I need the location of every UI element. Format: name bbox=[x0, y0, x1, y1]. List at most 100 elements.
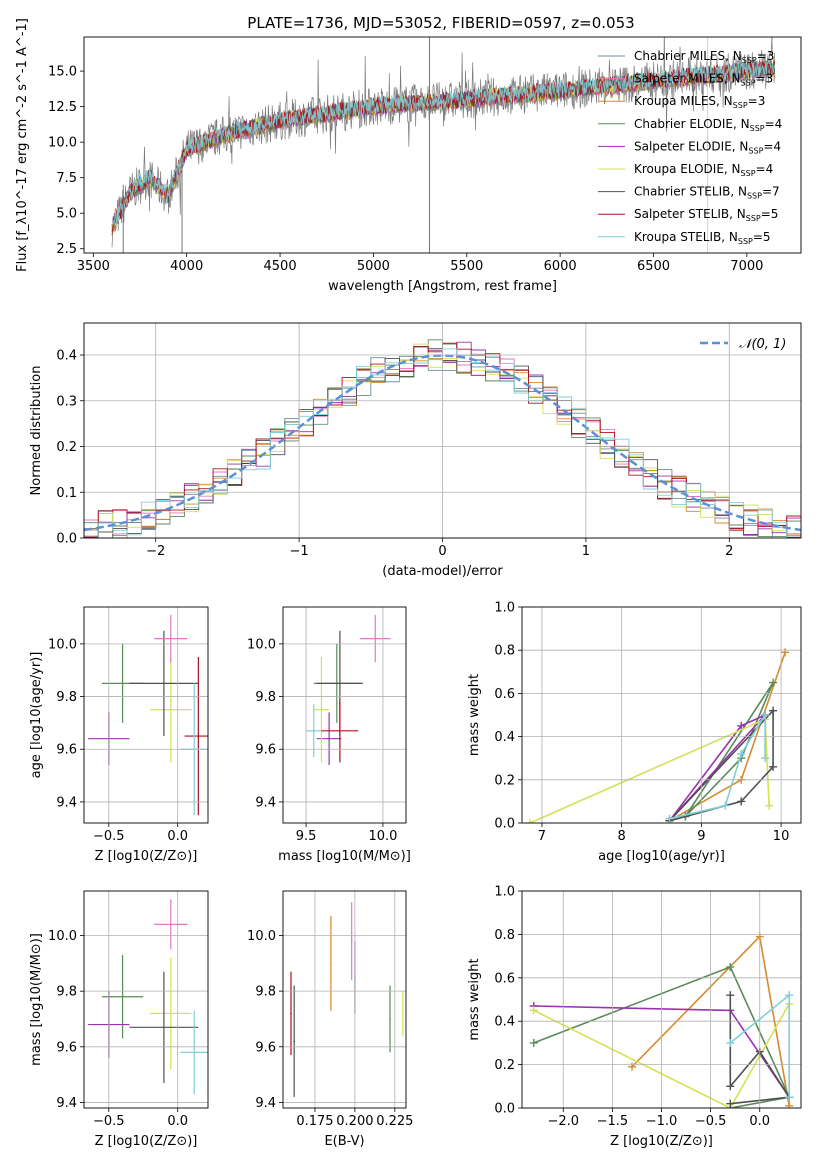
y-tick-label: 10.0 bbox=[48, 637, 77, 652]
y-tick-label: 9.6 bbox=[255, 1040, 276, 1055]
weight-marker bbox=[765, 801, 774, 810]
y-tick-label: 0.4 bbox=[494, 1015, 515, 1030]
plot-area-mass-vs-Z bbox=[88, 899, 208, 1095]
data-point bbox=[121, 995, 124, 998]
x-tick-label: 6000 bbox=[544, 259, 577, 274]
weight-marker bbox=[781, 648, 790, 657]
y-tick-label: 1.0 bbox=[494, 601, 515, 616]
data-point bbox=[350, 940, 353, 942]
weight-series-line bbox=[668, 714, 766, 822]
plot-area-age-vs-Z bbox=[88, 614, 208, 816]
weight-marker bbox=[628, 1062, 637, 1071]
y-tick-label: 10.0 bbox=[48, 929, 77, 944]
x-tick-label: 9.5 bbox=[296, 829, 317, 844]
y-axis-label: mass [log10(M/M⊙)] bbox=[29, 933, 44, 1066]
axes-frame bbox=[83, 36, 802, 254]
y-tick-label: 0.8 bbox=[494, 644, 515, 659]
panel-mass-vs-ebv: 0.175 0.200 0.225 9.4 9.6 9.8 10.0 E(B-V) bbox=[247, 890, 413, 1149]
y-tick-label: 0.6 bbox=[494, 971, 515, 986]
y-axis-label: Flux [f_λ10^-17 erg cm^-2 s^-1 A^-1] bbox=[15, 18, 30, 272]
weight-marker bbox=[665, 814, 674, 823]
x-tick-label: 4000 bbox=[170, 259, 203, 274]
plot-area-mass-vs-ebv bbox=[290, 902, 404, 1097]
weight-series-line bbox=[684, 682, 774, 818]
y-tick-label: 9.8 bbox=[56, 690, 77, 705]
data-point bbox=[170, 923, 172, 926]
legend-label: Salpeter ELODIE, NSSP=4 bbox=[634, 139, 781, 155]
weight-marker bbox=[726, 1038, 735, 1047]
legend-label: Kroupa STELIB, NSSP=5 bbox=[634, 230, 771, 246]
x-tick-label: 1 bbox=[582, 544, 590, 559]
x-tick-label: −2 bbox=[146, 544, 165, 559]
x-axis-label: wavelength [Angstrom, rest frame] bbox=[328, 279, 557, 294]
y-tick-label: 0.4 bbox=[494, 730, 515, 745]
y-tick-label: 10.0 bbox=[247, 929, 276, 944]
data-point bbox=[330, 962, 332, 965]
x-tick-label: 7 bbox=[538, 829, 546, 844]
data-point bbox=[389, 1018, 391, 1020]
y-tick-label: 0.8 bbox=[494, 928, 515, 943]
weight-series-line bbox=[533, 1003, 790, 1108]
y-tick-label: 0.1 bbox=[56, 486, 77, 501]
y-tick-label: 0.6 bbox=[494, 687, 515, 702]
panel-weight-vs-Z: −2.0 −1.5 −1.0 −0.5 0.0 0.0 0.2 0.4 0.6 0.8 1.0 Z [… bbox=[467, 885, 802, 1149]
weight-marker bbox=[726, 991, 735, 1000]
x-axis-label: mass [log10(M/M⊙)] bbox=[278, 849, 411, 864]
y-tick-label: 0.3 bbox=[56, 394, 77, 409]
data-point bbox=[121, 682, 124, 685]
y-tick-label: 15.0 bbox=[48, 65, 77, 80]
x-tick-label: −0.5 bbox=[93, 829, 125, 844]
data-point bbox=[374, 637, 377, 640]
x-tick-label: 3500 bbox=[77, 259, 110, 274]
plot-area-weight-vs-age bbox=[525, 648, 790, 823]
y-tick-label: 0.2 bbox=[494, 1058, 515, 1073]
plot-area-age-vs-mass bbox=[306, 614, 391, 766]
weight-marker bbox=[726, 1099, 735, 1108]
weight-marker bbox=[529, 1006, 538, 1015]
weight-marker bbox=[726, 962, 735, 971]
y-tick-label: 9.8 bbox=[56, 985, 77, 1000]
x-axis-label: Z [log10(Z/Z⊙)] bbox=[610, 1134, 713, 1149]
x-tick-label: 9 bbox=[697, 829, 705, 844]
y-tick-label: 10.0 bbox=[48, 136, 77, 151]
weight-marker bbox=[737, 797, 746, 806]
y-tick-label: 0.2 bbox=[494, 773, 515, 788]
x-tick-label: −1.0 bbox=[646, 1114, 678, 1129]
data-point bbox=[293, 1040, 295, 1043]
y-tick-label: 9.6 bbox=[255, 743, 276, 758]
x-tick-label: 10 bbox=[773, 829, 790, 844]
x-axis-label: (data-model)/error bbox=[382, 564, 503, 579]
weight-marker bbox=[785, 1093, 794, 1102]
axes-frame bbox=[83, 606, 209, 824]
y-axis-label: mass weight bbox=[467, 958, 482, 1040]
data-point bbox=[339, 730, 341, 732]
y-tick-label: 9.6 bbox=[56, 1040, 77, 1055]
axes-frame bbox=[282, 606, 407, 824]
x-axis-label: Z [log10(Z/Z⊙)] bbox=[95, 1134, 198, 1149]
y-tick-label: 5.0 bbox=[56, 207, 77, 222]
data-point bbox=[170, 637, 172, 640]
legend-label: Kroupa MILES, NSSP=3 bbox=[634, 94, 765, 110]
y-tick-label: 9.6 bbox=[56, 743, 77, 758]
legend-label: Chabrier MILES, NSSP=3 bbox=[634, 49, 774, 65]
x-tick-label: −0.5 bbox=[93, 1114, 125, 1129]
plot-area-spectrum bbox=[111, 37, 776, 253]
data-point bbox=[170, 1012, 172, 1015]
y-tick-label: 9.4 bbox=[56, 1096, 77, 1111]
panel-age-vs-Z: −0.5 0.0 9.4 9.6 9.8 10.0 Z [log10(Z/Z⊙)] age [… bbox=[29, 606, 209, 864]
data-point bbox=[163, 1026, 165, 1029]
x-tick-label: −2.0 bbox=[547, 1114, 579, 1129]
weight-marker bbox=[785, 991, 794, 1000]
data-point bbox=[290, 1012, 292, 1015]
x-tick-label: 5500 bbox=[450, 259, 483, 274]
weight-marker bbox=[726, 1082, 735, 1091]
x-tick-label: 4500 bbox=[264, 259, 297, 274]
data-point bbox=[197, 735, 200, 737]
x-tick-label: 7000 bbox=[730, 259, 763, 274]
weight-marker bbox=[785, 1101, 794, 1108]
data-point bbox=[312, 730, 315, 732]
x-tick-label: 0.225 bbox=[376, 1114, 413, 1129]
x-tick-label: −0.5 bbox=[695, 1114, 727, 1129]
y-axis-label: mass weight bbox=[467, 674, 482, 756]
